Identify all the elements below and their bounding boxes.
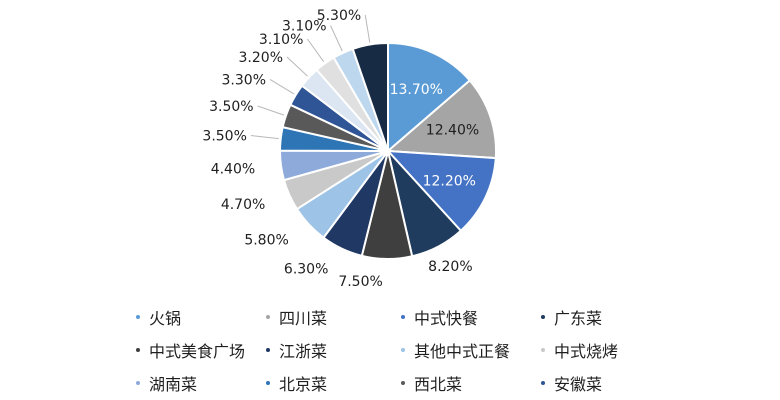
leader-line xyxy=(250,135,279,140)
slice-data-label: 3.10% xyxy=(259,32,303,48)
legend-marker-icon xyxy=(266,348,270,352)
legend-label: 中式快餐 xyxy=(414,309,479,328)
legend-item: 中式美食广场 xyxy=(128,339,258,361)
legend-marker-icon xyxy=(401,315,405,319)
legend-label: 火锅 xyxy=(149,309,182,328)
legend-item: 江浙菜 xyxy=(258,339,393,361)
slice-data-label: 4.70% xyxy=(221,197,265,213)
legend-marker-icon xyxy=(136,381,140,385)
legend-marker-icon xyxy=(541,315,545,319)
legend-label: 北京菜 xyxy=(279,375,328,394)
chart-legend: 火锅 四川菜 中式快餐 广东菜中式美食广场 江浙菜 其他中式正餐 中式烧烤湖南菜 北京菜 西北菜… xyxy=(128,306,648,394)
legend-marker-icon xyxy=(136,315,140,319)
leader-line xyxy=(257,105,285,116)
leader-line xyxy=(286,56,308,77)
legend-label: 中式烧烤 xyxy=(554,342,619,361)
legend-label: 四川菜 xyxy=(279,309,328,328)
legend-label: 其他中式正餐 xyxy=(414,342,511,361)
legend-label: 江浙菜 xyxy=(279,342,328,361)
legend-marker-icon xyxy=(401,381,405,385)
legend-label: 安徽菜 xyxy=(554,375,603,394)
legend-item: 中式快餐 xyxy=(393,306,533,328)
slice-data-label: 12.40% xyxy=(426,122,479,138)
slice-data-label: 3.50% xyxy=(209,99,253,115)
legend-marker-icon xyxy=(266,315,270,319)
legend-item: 湖南菜 xyxy=(128,372,258,394)
legend-label: 中式美食广场 xyxy=(149,342,246,361)
pie-chart: 13.70% 12.40% 12.20% 8.20% 7.50% 6.30% 5.80% 4.… xyxy=(202,8,497,290)
slice-data-label: 3.10% xyxy=(282,19,326,35)
pie-slice xyxy=(385,79,497,160)
pie-slice xyxy=(351,41,389,152)
slice-data-label: 3.50% xyxy=(202,129,246,145)
slice-data-label: 6.30% xyxy=(284,262,328,278)
legend-marker-icon xyxy=(401,348,405,352)
legend-marker-icon xyxy=(541,348,545,352)
slice-data-label: 5.80% xyxy=(244,233,288,249)
legend-marker-icon xyxy=(136,348,140,352)
pie-slice xyxy=(387,41,472,154)
slice-data-label: 3.30% xyxy=(222,72,266,88)
legend-label: 湖南菜 xyxy=(149,375,198,394)
legend-item: 广东菜 xyxy=(533,306,648,328)
legend-item: 安徽菜 xyxy=(533,372,648,394)
legend-item: 西北菜 xyxy=(393,372,533,394)
slice-data-label: 4.40% xyxy=(211,162,255,178)
leader-line xyxy=(364,14,371,43)
legend-label: 西北菜 xyxy=(414,375,463,394)
slice-data-label: 3.20% xyxy=(239,50,283,66)
legend-item: 中式烧烤 xyxy=(533,339,648,361)
legend-label: 广东菜 xyxy=(554,309,603,328)
slice-data-label: 5.30% xyxy=(317,8,361,24)
legend-marker-icon xyxy=(541,381,545,385)
slice-data-label: 12.20% xyxy=(423,174,476,190)
legend-item: 四川菜 xyxy=(258,306,393,328)
slice-data-label: 13.70% xyxy=(390,82,443,98)
legend-item: 火锅 xyxy=(128,306,258,328)
slice-data-label: 7.50% xyxy=(338,274,382,290)
leader-line xyxy=(306,38,325,62)
leader-line xyxy=(269,78,295,95)
leader-line xyxy=(330,25,343,52)
legend-item: 北京菜 xyxy=(258,372,393,394)
legend-marker-icon xyxy=(266,381,270,385)
legend-item: 其他中式正餐 xyxy=(393,339,533,361)
slice-data-label: 8.20% xyxy=(428,259,472,275)
pie-slice xyxy=(385,149,497,233)
